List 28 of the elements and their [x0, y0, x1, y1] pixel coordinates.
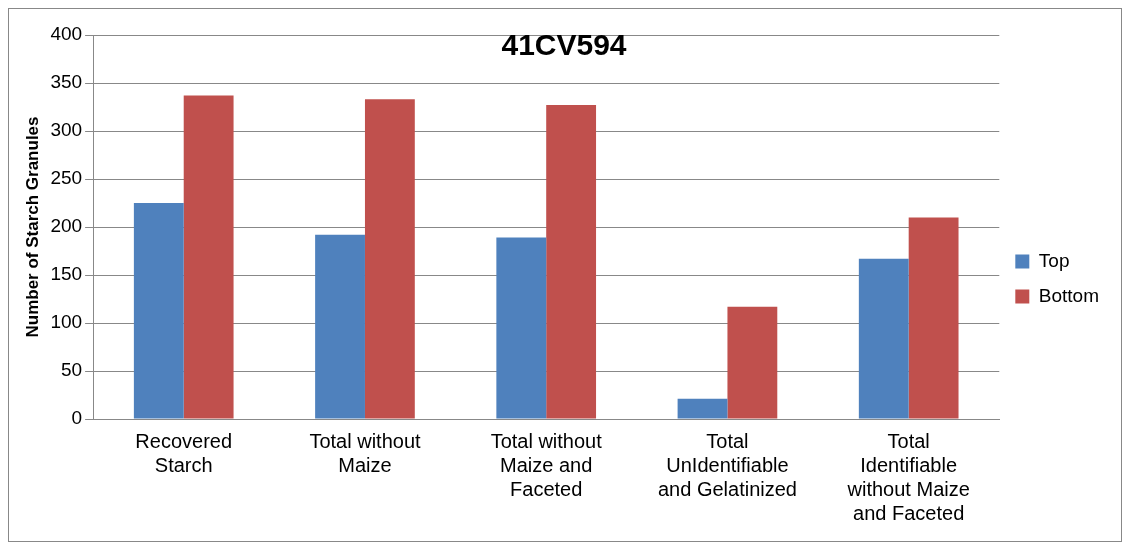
y-tick-label: 200: [50, 215, 83, 237]
y-tick-label: 350: [50, 71, 83, 93]
y-tick-label: 50: [60, 359, 83, 381]
y-tick-label: 400: [50, 23, 83, 45]
legend-label: Bottom: [1038, 284, 1100, 306]
x-tick-label: Total UnIdentifiable and Gelatinized: [657, 429, 797, 500]
y-tick-label: 150: [50, 263, 83, 285]
bar: [546, 105, 597, 419]
bar: [908, 217, 959, 419]
chart-title: 41CV594: [501, 28, 627, 62]
x-tick-label: Recovered Starch: [135, 429, 233, 476]
y-tick-label: 100: [50, 311, 83, 333]
x-tick-label: Total without Maize: [309, 429, 421, 476]
bar: [727, 306, 778, 419]
legend-label: Top: [1038, 249, 1070, 271]
y-tick-label: 250: [50, 167, 83, 189]
y-tick-label: 300: [50, 119, 83, 141]
bar: [183, 95, 234, 419]
x-tick-label: Total Identifiable without Maize and Faceted: [846, 429, 970, 524]
x-tick-label: Total without Maize and Faceted: [490, 429, 603, 500]
bar: [677, 398, 728, 419]
bar: [496, 237, 547, 419]
bar: [364, 99, 415, 419]
y-tick-label: 0: [71, 407, 83, 429]
y-axis-title: Number of Starch Granules: [22, 116, 42, 338]
bar: [133, 203, 184, 419]
bar: [858, 258, 909, 419]
bar: [315, 234, 365, 419]
